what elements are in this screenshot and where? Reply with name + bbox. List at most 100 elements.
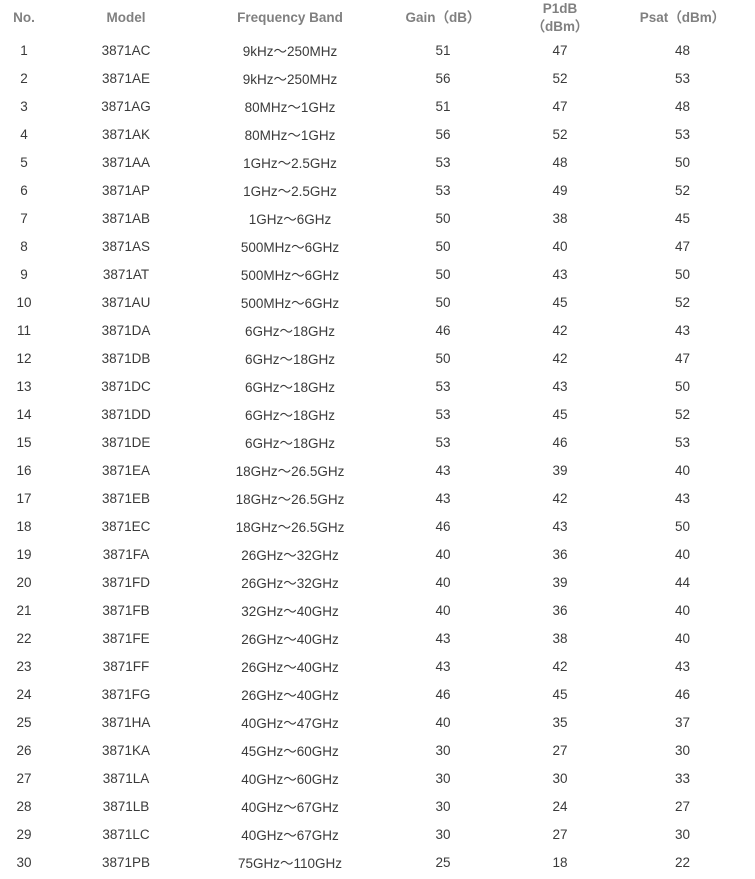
table-cell: 53 xyxy=(435,434,451,450)
table-cell: 39 xyxy=(552,574,568,590)
table-cell: 50 xyxy=(435,210,451,226)
table-cell: 3871LB xyxy=(102,798,150,814)
table-body: 1 3871AC 9kHz～250MHz 51 47 48 2 3871AE 9kHz～250M… xyxy=(0,36,755,876)
table-cell: 43 xyxy=(552,518,568,534)
table-cell: 47 xyxy=(674,238,691,254)
table-cell: 18GHz～26.5GHz xyxy=(235,492,345,507)
table-cell: 32GHz～40GHz xyxy=(241,604,339,619)
table-cell: 44 xyxy=(674,574,691,590)
table-cell: 53 xyxy=(435,406,451,422)
table-cell: 9 xyxy=(20,266,28,282)
table-cell: 40 xyxy=(674,546,691,562)
table-cell: 50 xyxy=(435,238,451,254)
table-cell: 38 xyxy=(552,210,568,226)
table-row: 5 3871AA 1GHz～2.5GHz 53 48 50 xyxy=(0,148,755,176)
header-row: No. Model Frequency Band Gain（dB） P1dB （… xyxy=(0,0,755,36)
table-cell: 29 xyxy=(16,826,32,842)
table-cell: 3871AC xyxy=(101,42,151,58)
table-cell: 52 xyxy=(674,182,691,198)
table-cell: 3871DA xyxy=(101,322,151,338)
table-cell: 500MHz～6GHz xyxy=(240,268,340,283)
table-cell: 6GHz～18GHz xyxy=(244,380,336,395)
table-row: 8 3871AS 500MHz～6GHz 50 40 47 xyxy=(0,232,755,260)
table-cell: 30 xyxy=(674,742,691,758)
table-cell: 43 xyxy=(674,322,691,338)
table-cell: 45GHz～60GHz xyxy=(241,744,339,759)
table-cell: 43 xyxy=(552,266,568,282)
table-row: 1 3871AC 9kHz～250MHz 51 47 48 xyxy=(0,36,755,64)
table-cell: 3871FA xyxy=(102,546,150,562)
table-row: 9 3871AT 500MHz～6GHz 50 43 50 xyxy=(0,260,755,288)
table-cell: 30 xyxy=(674,826,691,842)
table-cell: 18 xyxy=(16,518,32,534)
table-cell: 3871FB xyxy=(102,602,150,618)
table-cell: 43 xyxy=(674,658,691,674)
table-cell: 56 xyxy=(435,70,451,86)
table-cell: 3871AG xyxy=(101,98,151,114)
table-cell: 11 xyxy=(16,322,31,338)
table-cell: 42 xyxy=(552,322,568,338)
table-cell: 24 xyxy=(16,686,32,702)
table-cell: 45 xyxy=(552,406,568,422)
table-cell: 15 xyxy=(16,434,32,450)
table-cell: 1GHz～2.5GHz xyxy=(243,184,337,199)
table-cell: 40 xyxy=(435,546,451,562)
table-cell: 30 xyxy=(435,798,451,814)
table-cell: 6GHz～18GHz xyxy=(244,408,336,423)
table-cell: 53 xyxy=(435,378,451,394)
table-row: 18 3871EC 18GHz～26.5GHz 46 43 50 xyxy=(0,512,755,540)
table-row: 14 3871DD 6GHz～18GHz 53 45 52 xyxy=(0,400,755,428)
table-cell: 40 xyxy=(674,602,691,618)
table-cell: 18GHz～26.5GHz xyxy=(235,464,345,479)
header-no: No. xyxy=(13,10,35,26)
table-cell: 40 xyxy=(674,630,691,646)
table-cell: 45 xyxy=(552,294,568,310)
table-cell: 43 xyxy=(435,462,451,478)
table-cell: 8 xyxy=(20,238,28,254)
table-cell: 50 xyxy=(674,154,691,170)
table-cell: 3871FG xyxy=(101,686,151,702)
table-row: 25 3871HA 40GHz～47GHz 40 35 37 xyxy=(0,708,755,736)
table-cell: 46 xyxy=(435,322,451,338)
table-cell: 43 xyxy=(435,490,451,506)
table-cell: 80MHz～1GHz xyxy=(244,128,336,143)
table-cell: 52 xyxy=(552,70,568,86)
table-header: No. Model Frequency Band Gain（dB） P1dB （… xyxy=(0,0,755,36)
table-row: 24 3871FG 26GHz～40GHz 46 45 46 xyxy=(0,680,755,708)
table-cell: 3871FF xyxy=(102,658,150,674)
table-cell: 46 xyxy=(674,686,691,702)
table-cell: 49 xyxy=(552,182,568,198)
table-cell: 27 xyxy=(552,826,568,842)
table-cell: 3871AP xyxy=(101,182,151,198)
table-cell: 7 xyxy=(20,210,28,226)
table-cell: 26GHz～32GHz xyxy=(241,576,339,591)
table-cell: 6GHz～18GHz xyxy=(244,324,336,339)
table-cell: 48 xyxy=(552,154,568,170)
table-cell: 1 xyxy=(20,42,28,58)
table-cell: 22 xyxy=(674,854,691,870)
table-cell: 12 xyxy=(16,350,32,366)
table-cell: 26GHz～40GHz xyxy=(241,688,339,703)
table-row: 20 3871FD 26GHz～32GHz 40 39 44 xyxy=(0,568,755,596)
table-cell: 35 xyxy=(552,714,568,730)
table-row: 13 3871DC 6GHz～18GHz 53 43 50 xyxy=(0,372,755,400)
table-cell: 46 xyxy=(435,686,451,702)
table-cell: 3871PB xyxy=(101,854,151,870)
table-cell: 40GHz～67GHz xyxy=(241,800,339,815)
table-cell: 24 xyxy=(552,798,568,814)
table-cell: 3871FE xyxy=(102,630,150,646)
header-gain: Gain（dB） xyxy=(405,10,481,26)
table-row: 30 3871PB 75GHz～110GHz 25 18 22 xyxy=(0,848,755,876)
table-cell: 50 xyxy=(674,266,691,282)
table-cell: 13 xyxy=(16,378,32,394)
table-cell: 33 xyxy=(674,770,691,786)
table-cell: 30 xyxy=(435,742,451,758)
table-cell: 27 xyxy=(552,742,568,758)
table-row: 15 3871DE 6GHz～18GHz 53 46 53 xyxy=(0,428,755,456)
table-cell: 36 xyxy=(552,546,568,562)
table-cell: 3871AS xyxy=(101,238,151,254)
table-cell: 2 xyxy=(20,70,28,86)
table-row: 16 3871EA 18GHz～26.5GHz 43 39 40 xyxy=(0,456,755,484)
table-row: 29 3871LC 40GHz～67GHz 30 27 30 xyxy=(0,820,755,848)
